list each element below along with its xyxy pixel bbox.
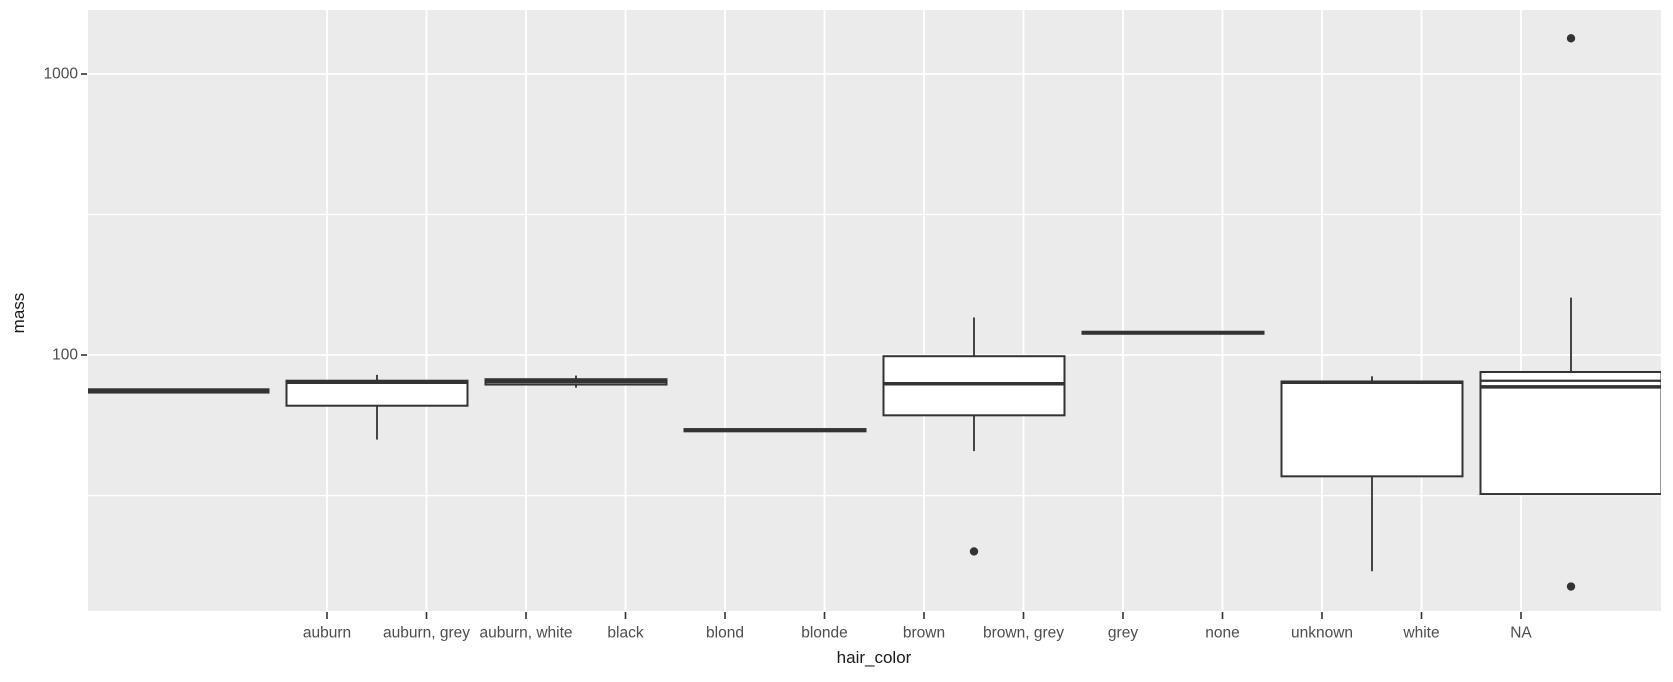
outlier-point [969, 547, 979, 556]
x-tick-label: blonde [801, 625, 848, 642]
outlier-point [1566, 34, 1576, 43]
x-axis-title: hair_color [836, 648, 912, 667]
y-tick-label: 1000 [44, 66, 79, 83]
y-axis-title: mass [9, 292, 28, 334]
outlier-point [1566, 582, 1576, 591]
boxplot-box [1479, 370, 1661, 496]
x-tick-label: grey [1108, 625, 1138, 642]
x-tick-label: auburn, grey [383, 625, 470, 642]
x-tick-label: white [1402, 625, 1439, 642]
x-tick-label: auburn, white [479, 625, 572, 642]
x-tick-label: black [607, 625, 643, 642]
x-tick-label: none [1205, 625, 1239, 642]
boxplot-box [285, 379, 469, 407]
y-tick-label: 100 [52, 347, 78, 364]
boxplot-box [1280, 380, 1464, 478]
x-tick-label: blond [706, 625, 744, 642]
x-tick-label: NA [1510, 625, 1532, 642]
x-tick-label: brown [903, 625, 945, 642]
boxplot-box [882, 355, 1066, 417]
boxplots-group [88, 34, 1661, 591]
x-tick-label: auburn [303, 625, 351, 642]
x-tick-label: brown, grey [983, 625, 1064, 642]
x-tick-label: unknown [1291, 625, 1353, 642]
plot-panel [88, 10, 1661, 611]
